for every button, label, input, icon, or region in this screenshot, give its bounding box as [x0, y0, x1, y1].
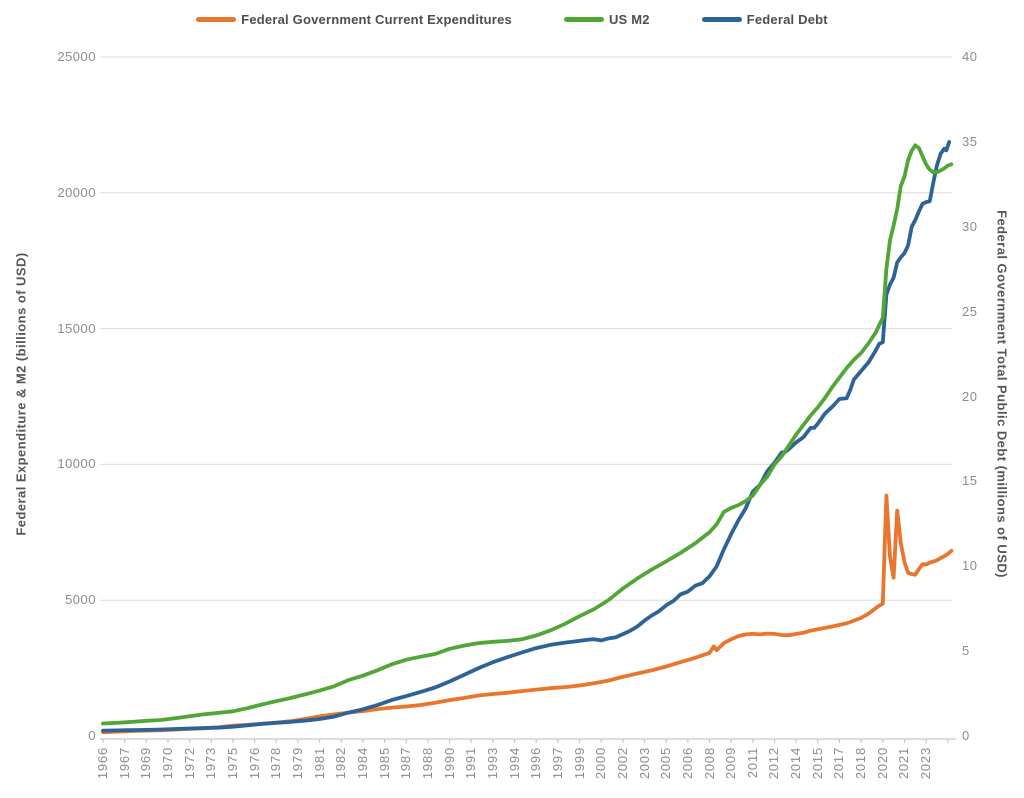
legend-item-us-m2[interactable]: US M2 [563, 12, 650, 27]
legend-swatch-us-m2-icon [563, 17, 604, 22]
series-line-federal-government-current-expenditures [101, 493, 954, 735]
chart-legend: Federal Government Current Expenditures … [0, 12, 1024, 27]
legend-swatch-expenditures-icon [196, 17, 237, 22]
series-line-federal-debt [101, 139, 952, 733]
legend-label-federal-debt: Federal Debt [746, 12, 828, 27]
legend-swatch-federal-debt-icon [701, 17, 742, 22]
legend-item-expenditures[interactable]: Federal Government Current Expenditures [196, 12, 512, 27]
series-line-us-m2 [101, 143, 954, 726]
legend-label-us-m2: US M2 [608, 12, 650, 27]
legend-item-federal-debt[interactable]: Federal Debt [701, 12, 828, 27]
legend-label-expenditures: Federal Government Current Expenditures [241, 12, 512, 27]
